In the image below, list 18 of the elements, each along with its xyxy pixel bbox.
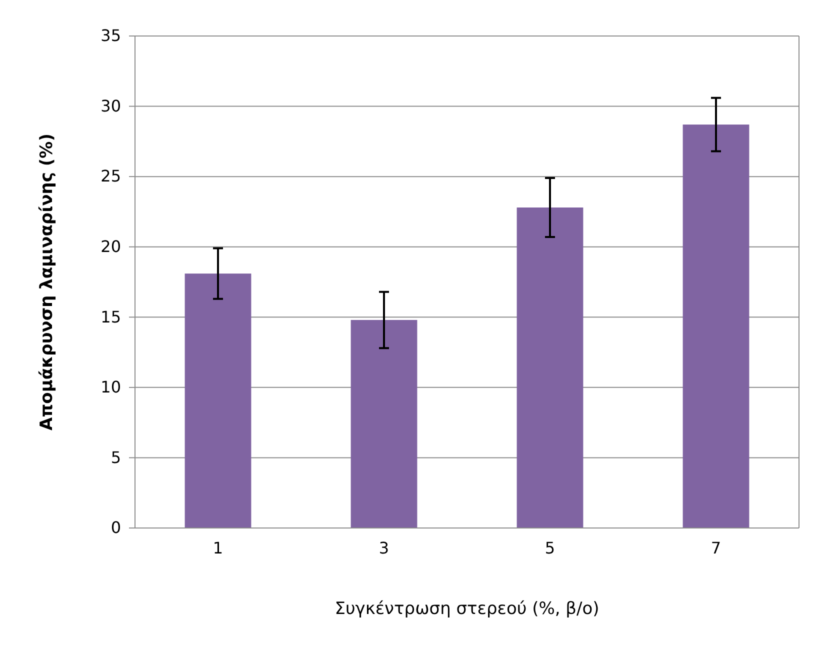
y-tick-label: 30 bbox=[100, 96, 121, 116]
bar bbox=[184, 274, 252, 528]
x-axis-title: Συγκέντρωση στερεού (%, β/ο) bbox=[334, 599, 600, 619]
y-tick-label: 5 bbox=[110, 448, 121, 467]
x-tick-label: 5 bbox=[544, 538, 556, 558]
y-tick-label: 35 bbox=[100, 26, 121, 46]
y-tick-label: 25 bbox=[100, 166, 121, 186]
x-tick-label: 7 bbox=[710, 538, 722, 558]
y-tick-label: 0 bbox=[110, 518, 121, 538]
x-tick-label: 1 bbox=[212, 538, 224, 558]
bar bbox=[516, 207, 584, 528]
y-tick-label: 20 bbox=[100, 236, 121, 256]
x-tick-label: 3 bbox=[378, 538, 390, 558]
y-axis-title: Απομάκρυνση λαμιναρίνης (%) bbox=[37, 134, 57, 430]
bar bbox=[682, 124, 750, 528]
bar bbox=[350, 320, 418, 528]
y-tick-label: 15 bbox=[100, 307, 121, 326]
y-tick-label: 10 bbox=[100, 378, 121, 397]
